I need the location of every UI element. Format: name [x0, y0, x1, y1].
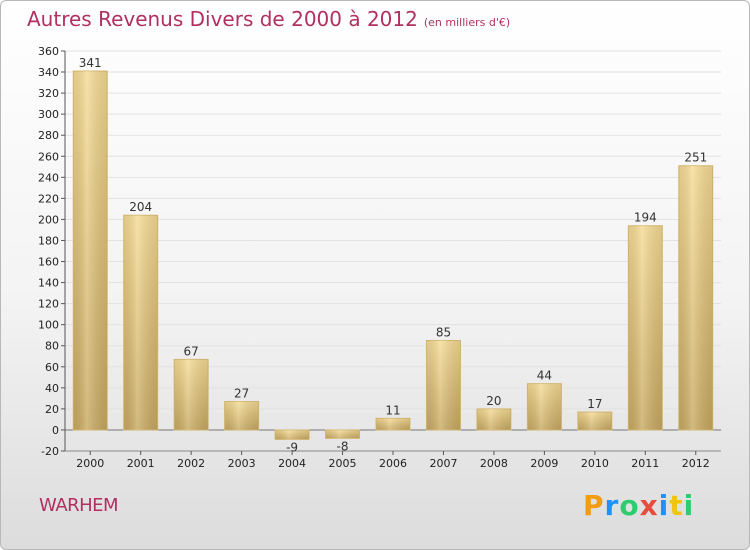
grid-lines: [65, 50, 721, 452]
data-label: 341: [79, 56, 102, 70]
y-tick-label: 0: [52, 424, 59, 437]
bar-shade: [376, 418, 410, 430]
y-tick-label: 160: [38, 256, 59, 269]
logo-letter: i: [683, 489, 695, 522]
proxiti-logo: Proxiti: [583, 489, 694, 522]
y-tick-label: 320: [38, 87, 59, 100]
bar-shade: [275, 429, 310, 440]
logo-letter: P: [583, 489, 605, 522]
chart-title: Autres Revenus Divers de 2000 à 2012: [27, 7, 418, 31]
data-label: 44: [537, 369, 552, 383]
data-label: 251: [684, 151, 707, 165]
data-label: 27: [234, 387, 249, 401]
data-label: 85: [436, 325, 451, 339]
x-tick-label: 2008: [480, 457, 508, 470]
x-tick-label: 2002: [177, 457, 205, 470]
y-tick-label: 240: [38, 171, 59, 184]
data-label: 67: [184, 344, 199, 358]
data-label: 20: [486, 394, 501, 408]
bar-shade: [476, 408, 511, 430]
x-tick-label: 2005: [329, 457, 357, 470]
data-label: 11: [385, 403, 400, 417]
logo-letter: x: [639, 489, 659, 522]
y-tick-label: 120: [38, 298, 59, 311]
y-tick-label: 60: [45, 361, 59, 374]
x-tick-label: 2001: [127, 457, 155, 470]
bar-shade: [527, 383, 562, 430]
bar-shade: [73, 71, 108, 430]
bar-shade: [174, 359, 209, 430]
data-label: 17: [587, 397, 602, 411]
logo-letter: t: [669, 489, 684, 522]
data-label: 204: [129, 200, 152, 214]
y-tick-label: 340: [38, 66, 59, 79]
x-tick-label: 2004: [278, 457, 306, 470]
x-tick-label: 2010: [581, 457, 609, 470]
y-tick-label: -20: [41, 445, 59, 458]
logo-letter: r: [604, 489, 620, 522]
data-label: 194: [634, 211, 657, 225]
y-tick-label: 180: [38, 234, 59, 247]
y-tick-label: 200: [38, 213, 59, 226]
y-tick-label: 20: [45, 403, 59, 416]
x-tick-label: 2003: [228, 457, 256, 470]
bar-shade: [628, 225, 663, 430]
x-tick-label: 2006: [379, 457, 407, 470]
bar-shade: [224, 401, 259, 430]
x-tick-label: 2011: [631, 457, 659, 470]
commune-name: WARHEM: [39, 495, 119, 516]
y-tick-label: 260: [38, 150, 59, 163]
y-tick-label: 80: [45, 340, 59, 353]
x-tick-label: 2012: [682, 457, 710, 470]
bar-shade: [678, 165, 713, 430]
logo-letter: i: [658, 489, 670, 522]
x-tick-label: 2009: [530, 457, 558, 470]
bar-shade: [426, 340, 461, 430]
x-tick-label: 2000: [76, 457, 104, 470]
bar-shade: [325, 429, 360, 439]
data-label: -8: [337, 439, 349, 453]
y-tick-label: 100: [38, 319, 59, 332]
y-tick-label: 140: [38, 277, 59, 290]
labels: 2000 341 2001 204 2002 67 2003 27 2004 -9 2005 -8 20…: [76, 56, 710, 470]
y-tick-label: 40: [45, 382, 59, 395]
y-tick-label: 360: [38, 45, 59, 58]
logo-letter: o: [619, 489, 640, 522]
data-label: -9: [286, 440, 298, 454]
y-tick-label: 280: [38, 129, 59, 142]
y-tick-label: 220: [38, 192, 59, 205]
x-tick-label: 2007: [429, 457, 457, 470]
bar-shade: [123, 215, 158, 430]
bars: [72, 70, 714, 440]
chart-title-block: Autres Revenus Divers de 2000 à 2012 (en …: [27, 7, 510, 31]
bar-shade: [577, 412, 612, 430]
y-tick-label: 300: [38, 108, 59, 121]
chart-unit: (en milliers d'€): [423, 16, 511, 29]
